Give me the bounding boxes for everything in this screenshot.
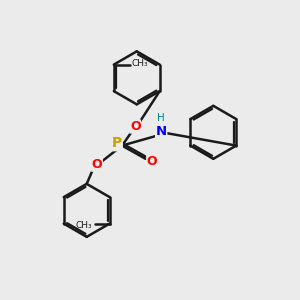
Text: CH₃: CH₃ <box>131 59 148 68</box>
Text: N: N <box>156 125 167 138</box>
Text: O: O <box>130 120 140 133</box>
Text: O: O <box>92 158 102 171</box>
Text: O: O <box>147 155 158 168</box>
Text: H: H <box>157 113 165 124</box>
Text: P: P <box>112 136 122 150</box>
Text: CH₃: CH₃ <box>75 220 92 230</box>
